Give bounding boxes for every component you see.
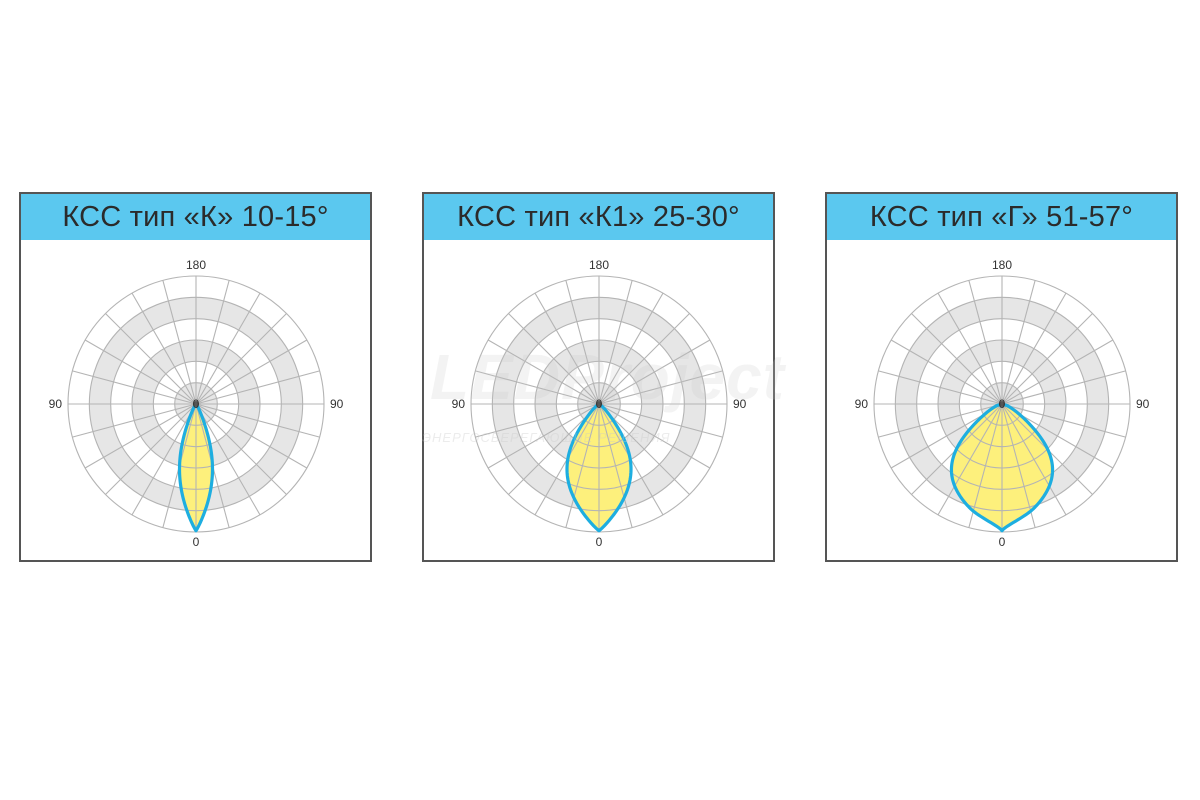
- polar-grid: [470, 275, 728, 533]
- panel-title: КСС тип «К1» 25-30°: [424, 194, 773, 240]
- label-90-right: 90: [733, 397, 747, 411]
- grid-spoke: [131, 403, 197, 516]
- grid-spoke: [1001, 370, 1126, 405]
- polar-panel-g: КСС тип «Г» 51-57° 180 90 90 0 0: [825, 192, 1178, 562]
- grid-spoke: [131, 292, 197, 405]
- grid-spoke: [195, 280, 230, 405]
- grid-spoke: [598, 339, 711, 405]
- grid-spoke: [968, 403, 1003, 528]
- grid-spoke: [598, 313, 690, 405]
- panel-title: КСС тип «Г» 51-57°: [827, 194, 1176, 240]
- center-dot: [193, 401, 199, 407]
- label-0-bottom: 0: [999, 535, 1006, 549]
- grid-spoke: [84, 339, 197, 405]
- light-distribution-outline: [177, 402, 215, 533]
- grid-spoke: [195, 403, 308, 469]
- grid-spoke: [105, 313, 197, 405]
- label-90-left: 90: [452, 397, 466, 411]
- grid-spoke: [72, 403, 197, 438]
- grid-spoke: [565, 403, 600, 528]
- label-0-bottom: 0: [596, 535, 603, 549]
- grid-spoke: [195, 370, 320, 405]
- grid-spoke: [84, 403, 197, 469]
- grid-spoke: [937, 292, 1003, 405]
- grid-spoke: [878, 370, 1003, 405]
- polar-diagram-k: 180 90 90 0 0: [49, 258, 344, 549]
- grid-spoke: [1001, 280, 1036, 405]
- grid-spoke: [598, 403, 633, 528]
- polar-panel-k1: КСС тип «К1» 25-30° 180 90 90 0 0: [422, 192, 775, 562]
- label-0-center: 0: [193, 397, 200, 411]
- grid-spoke: [162, 280, 197, 405]
- label-90-left: 90: [49, 397, 63, 411]
- label-90-right: 90: [330, 397, 344, 411]
- grid-spoke: [195, 339, 308, 405]
- grid-spoke: [968, 280, 1003, 405]
- polar-diagram-k1: 180 90 90 0 0: [452, 258, 747, 549]
- grid-spoke: [195, 403, 261, 516]
- grid-spoke: [195, 313, 287, 405]
- label-90-right: 90: [1136, 397, 1150, 411]
- grid-spoke: [475, 370, 600, 405]
- grid-spoke: [598, 292, 664, 405]
- light-distribution-outline: [949, 402, 1055, 533]
- label-0-center: 0: [999, 397, 1006, 411]
- grid-spoke: [1001, 313, 1093, 405]
- center-dot: [596, 401, 602, 407]
- grid-spoke: [508, 313, 600, 405]
- grid-spoke: [534, 292, 600, 405]
- grid-spoke: [487, 403, 600, 469]
- grid-spoke: [105, 403, 197, 495]
- grid-spoke: [598, 280, 633, 405]
- grid-spoke: [598, 403, 723, 438]
- grid-spoke: [598, 370, 723, 405]
- label-90-left: 90: [855, 397, 869, 411]
- label-180: 180: [186, 258, 206, 272]
- light-distribution-outline: [565, 402, 633, 533]
- grid-spoke: [487, 339, 600, 405]
- grid-spoke: [1001, 339, 1114, 405]
- label-180: 180: [992, 258, 1012, 272]
- panel-title: КСС тип «К» 10-15°: [21, 194, 370, 240]
- grid-spoke: [1001, 403, 1036, 528]
- polar-diagram-g: 180 90 90 0 0: [855, 258, 1150, 549]
- grid-spoke: [565, 280, 600, 405]
- grid-spoke: [1001, 403, 1126, 438]
- grid-spoke: [937, 403, 1003, 516]
- center-dot: [999, 401, 1005, 407]
- polar-panel-k: КСС тип «К» 10-15° 180 90 90 0 0: [19, 192, 372, 562]
- grid-spoke: [878, 403, 1003, 438]
- grid-spoke: [598, 403, 711, 469]
- grid-spoke: [72, 370, 197, 405]
- grid-spoke: [1001, 292, 1067, 405]
- grid-spoke: [1001, 403, 1067, 516]
- grid-spoke: [890, 339, 1003, 405]
- grid-spoke: [195, 403, 287, 495]
- grid-spoke: [195, 292, 261, 405]
- grid-spoke: [475, 403, 600, 438]
- grid-spoke: [911, 313, 1003, 405]
- grid-spoke: [195, 403, 320, 438]
- label-180: 180: [589, 258, 609, 272]
- label-0-bottom: 0: [193, 535, 200, 549]
- label-0-center: 0: [596, 397, 603, 411]
